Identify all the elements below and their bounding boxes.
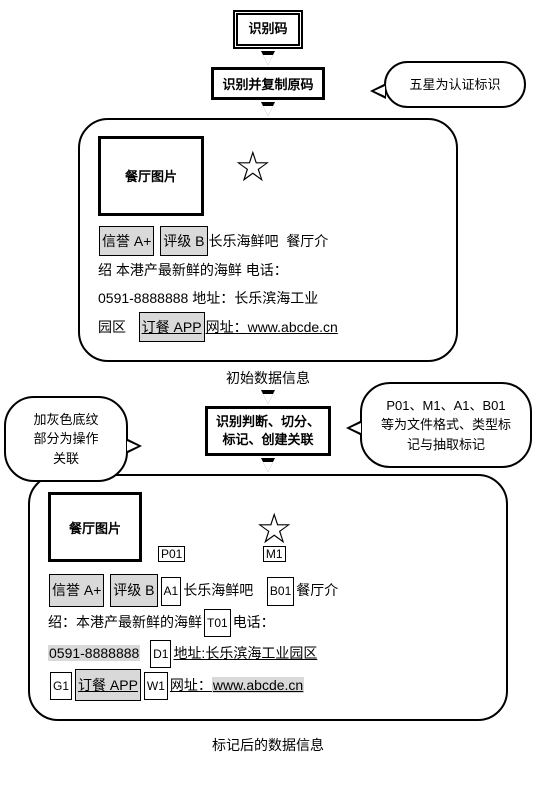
url-text: www.abcde.cn xyxy=(248,319,338,335)
caption-initial: 初始数据信息 xyxy=(226,368,310,388)
code-g1: G1 xyxy=(50,672,72,700)
tag-app-2: 订餐 APP xyxy=(75,669,141,702)
panel-marked-data: 餐厅图片 P01 ☆ M1 信誉 A+ 评级 BA1长乐海鲜吧 B01餐厅介 绍… xyxy=(28,474,508,721)
code-p01: P01 xyxy=(158,546,185,562)
tag-rank: 评级 B xyxy=(160,226,207,256)
tag-app: 订餐 APP xyxy=(139,312,205,342)
star-icon-2: ☆ xyxy=(255,508,293,550)
code-m1: M1 xyxy=(263,546,286,562)
step-recognize-copy: 识别并复制原码 xyxy=(211,67,324,100)
panel2-body: 信誉 A+ 评级 BA1长乐海鲜吧 B01餐厅介 绍：本港产最新鲜的海鲜T01电… xyxy=(48,574,488,701)
arrow-2 xyxy=(261,102,275,116)
cloud-codes: P01、M1、A1、B01 等为文件格式、类型标记与抽取标记 xyxy=(360,382,532,469)
cloud-cert: 五星为认证标识 xyxy=(384,61,526,109)
cloud-gray: 加灰色底纹 部分为操作 关联 xyxy=(4,396,128,483)
caption-marked: 标记后的数据信息 xyxy=(212,735,324,755)
star-icon: ☆ xyxy=(234,146,272,188)
cloud-cert-text: 五星为认证标识 xyxy=(409,77,500,92)
code-d1: D1 xyxy=(150,640,171,668)
arrow-4 xyxy=(261,458,275,472)
panel-initial-data: 餐厅图片 ☆ 信誉 A+ 评级 B长乐海鲜吧 餐厅介 绍 本港产最新鲜的海鲜 电… xyxy=(78,118,458,362)
restaurant-image-box-2: 餐厅图片 xyxy=(48,492,142,562)
tag-rank-2: 评级 B xyxy=(110,574,157,607)
restaurant-image-box: 餐厅图片 xyxy=(98,136,204,216)
url-highlight: www.abcde.cn xyxy=(212,677,304,693)
arrow-1 xyxy=(261,51,275,65)
code-t01: T01 xyxy=(204,609,231,637)
code-b01: B01 xyxy=(267,577,294,605)
id-code-box: 识别码 xyxy=(233,10,303,49)
code-w1: W1 xyxy=(144,672,168,700)
cloud-codes-line2: 等为文件格式、类型标记与抽取标记 xyxy=(381,417,511,452)
panel1-body: 信誉 A+ 评级 B长乐海鲜吧 餐厅介 绍 本港产最新鲜的海鲜 电话： 0591… xyxy=(98,226,438,342)
arrow-3 xyxy=(261,390,275,404)
tag-credit: 信誉 A+ xyxy=(99,226,154,256)
step-segment-mark: 识别判断、切分、 标记、创建关联 xyxy=(205,406,331,456)
cloud-codes-line1: P01、M1、A1、B01 xyxy=(386,398,505,413)
tag-credit-2: 信誉 A+ xyxy=(49,574,104,607)
code-a1: A1 xyxy=(161,577,182,605)
phone-highlight: 0591-8888888 xyxy=(48,645,140,661)
flowchart: 识别码 识别并复制原码 五星为认证标识 餐厅图片 ☆ 信誉 A+ 评级 B长乐海… xyxy=(10,10,526,761)
